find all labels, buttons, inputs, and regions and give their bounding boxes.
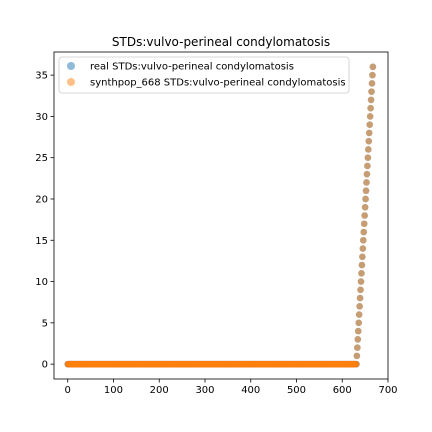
synthetic-data-point	[368, 80, 376, 87]
synthetic-data-point	[366, 113, 374, 120]
legend-marker-real	[67, 62, 75, 70]
legend-box	[58, 56, 350, 94]
synthetic-data-point	[369, 63, 377, 71]
synthetic-data-point	[362, 187, 370, 195]
synthetic-data-point	[356, 294, 364, 302]
y-tick-label: 25	[35, 153, 48, 164]
x-tick-label: 200	[150, 385, 169, 396]
x-tick-label: 700	[378, 385, 397, 396]
synthetic-data-point	[368, 88, 375, 95]
synthetic-data-point	[353, 352, 361, 360]
synthetic-data-point	[353, 360, 360, 368]
x-tick-label: 300	[195, 385, 214, 396]
synthetic-data-point	[365, 129, 373, 137]
y-tick-label: 20	[35, 194, 48, 205]
x-tick-label: 500	[287, 385, 306, 396]
legend-marker-synthetic	[67, 78, 75, 86]
y-tick-label: 10	[35, 277, 48, 288]
x-tick-label: 400	[241, 385, 260, 396]
plot-frame	[53, 51, 389, 380]
y-tick-label: 15	[35, 236, 48, 247]
data-points	[64, 63, 377, 368]
x-tick-label: 600	[333, 385, 352, 396]
synthetic-data-point	[359, 236, 367, 244]
legend: real STDs:vulvo-perineal condylomatosis …	[58, 56, 350, 94]
synthetic-data-point	[357, 286, 364, 294]
x-tick-label: 100	[104, 385, 123, 396]
synthetic-data-point	[369, 71, 376, 79]
synthetic-data-point	[354, 344, 361, 351]
x-axis-ticks: 0 100 200 300 400 500 600 700	[65, 379, 398, 396]
y-tick-label: 5	[42, 318, 48, 329]
y-tick-label: 35	[35, 71, 48, 82]
synthetic-data-point	[363, 170, 371, 178]
synthetic-data-point	[361, 203, 369, 211]
synthetic-data-point	[363, 179, 370, 186]
legend-label-synthetic: synthpop_668 STDs:vulvo-perineal condylo…	[90, 78, 346, 89]
synthetic-data-point	[359, 245, 367, 252]
synthetic-data-point	[358, 261, 366, 269]
synthetic-data-point	[366, 121, 374, 128]
synthetic-data-point	[367, 104, 374, 112]
synthetic-data-point	[367, 96, 375, 104]
chart-title: STDs:vulvo-perineal condylomatosis	[112, 35, 330, 49]
synthetic-data-point	[362, 195, 369, 203]
synthetic-data-point	[364, 162, 371, 170]
synthetic-data-point	[355, 311, 363, 318]
synthetic-data-point	[361, 212, 368, 219]
synthetic-data-point	[355, 319, 363, 327]
y-axis-ticks: 0 5 10 15 20 25 30 35	[35, 71, 54, 371]
synthetic-data-point	[354, 336, 362, 343]
synthetic-data-point	[360, 220, 368, 228]
legend-label-real: real STDs:vulvo-perineal condylomatosis	[90, 62, 294, 73]
synthetic-data-point	[357, 278, 365, 285]
synthetic-data-point	[364, 154, 372, 161]
synthetic-data-point	[365, 146, 372, 153]
synthetic-data-point	[365, 137, 373, 145]
synthetic-data-point	[360, 228, 368, 236]
synthetic-data-point	[354, 327, 362, 335]
y-tick-label: 0	[42, 360, 48, 371]
synthetic-data-point	[358, 270, 365, 277]
synthetic-data-point	[359, 253, 366, 261]
y-tick-label: 30	[35, 112, 48, 123]
synthetic-data-point	[356, 303, 363, 310]
x-tick-label: 0	[65, 385, 71, 396]
